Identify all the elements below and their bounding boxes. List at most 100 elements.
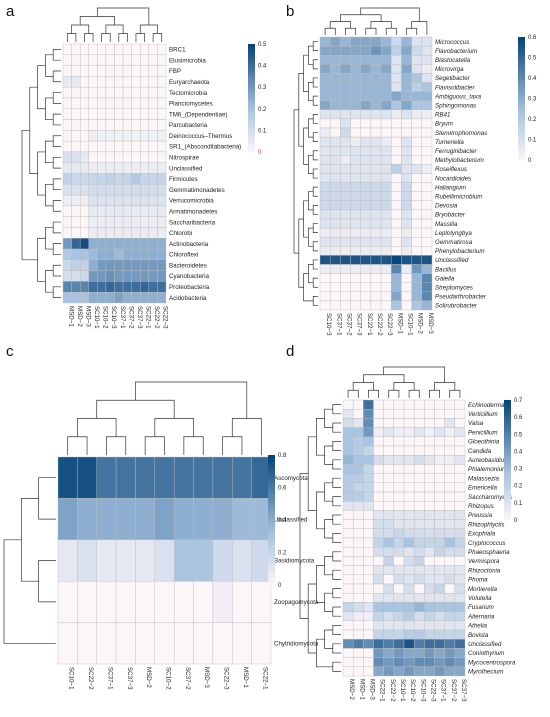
heatmap-cell: [444, 399, 456, 410]
heatmap-cell: [363, 666, 374, 677]
colorbar-segment: [268, 546, 275, 550]
heatmap-cell: [383, 648, 395, 658]
heatmap-cell: [97, 97, 107, 109]
column-dendrogram-branch: [154, 418, 194, 437]
column-dendrogram-branch: [360, 7, 420, 22]
colorbar-segment: [518, 89, 525, 93]
heatmap-cell: [148, 238, 158, 250]
heatmap-cell: [88, 140, 98, 153]
heatmap-cell: [148, 151, 158, 163]
heatmap-cell: [352, 501, 364, 511]
heatmap-cell: [342, 427, 354, 438]
heatmap-cell: [403, 418, 415, 428]
heatmap-cell: [71, 119, 81, 131]
colorbar-tick: 0.6: [528, 35, 537, 41]
heatmap-cell: [380, 191, 392, 201]
row-dendrogram-branch: [312, 186, 318, 197]
row-dendrogram-branch: [45, 270, 54, 293]
row-label: Chlorobi: [169, 230, 192, 237]
heatmap-cell: [380, 291, 392, 302]
heatmap-cell: [421, 73, 433, 83]
heatmap-cell: [148, 65, 158, 77]
heatmap-cell: [363, 528, 374, 539]
heatmap-cell: [122, 130, 132, 142]
heatmap-cell: [434, 510, 445, 520]
heatmap-cell: [122, 140, 132, 153]
row-dendrogram-branch: [324, 592, 333, 612]
row-label: Microvirga: [435, 66, 464, 73]
heatmap-cell: [62, 238, 72, 250]
colorbar-segment: [504, 487, 511, 491]
row-label: RB41: [435, 112, 450, 119]
heatmap-cell: [370, 255, 382, 265]
heatmap-cell: [319, 264, 331, 274]
heatmap-cell: [71, 97, 81, 109]
row-dendrogram-branch: [324, 408, 333, 428]
heatmap-cell: [88, 173, 98, 185]
heatmap-cell: [401, 145, 412, 156]
colorbar-segment: [268, 507, 275, 511]
heatmap-cell: [88, 151, 98, 163]
heatmap-cell: [97, 162, 107, 174]
heatmap-cell: [131, 205, 141, 217]
heatmap-cell: [96, 581, 117, 623]
heatmap-cell: [401, 36, 412, 47]
heatmap-cell: [444, 629, 456, 640]
heatmap-cell: [350, 109, 361, 120]
column-dendrogram-branch: [135, 381, 248, 419]
column-label: SC37−3: [126, 667, 133, 690]
colorbar-segment: [268, 500, 275, 505]
heatmap-cell: [350, 182, 361, 192]
heatmap-cell: [212, 456, 233, 499]
heatmap-cell: [105, 281, 115, 293]
heatmap-cell: [114, 248, 124, 261]
heatmap-cell: [363, 491, 374, 502]
heatmap-cell: [157, 65, 167, 77]
heatmap-cell: [350, 136, 361, 147]
heatmap-cell: [360, 182, 372, 192]
heatmap-cell: [140, 151, 150, 163]
heatmap-cell: [131, 238, 141, 250]
heatmap-cell: [373, 455, 384, 465]
heatmap-cell: [350, 36, 361, 47]
heatmap-cell: [97, 43, 107, 55]
colorbar-tick: 0.2: [528, 117, 537, 123]
colorbar-segment: [504, 421, 511, 425]
heatmap-cell: [363, 593, 374, 603]
heatmap-cell: [62, 194, 72, 207]
heatmap-cell: [62, 270, 72, 282]
heatmap-cell: [421, 118, 433, 129]
colorbar-segment: [248, 149, 255, 153]
heatmap-cell: [329, 64, 341, 74]
colorbar-tick: 0: [278, 583, 282, 589]
column-label: SC37−2: [184, 667, 191, 690]
heatmap-cell: [329, 55, 341, 65]
row-label: Flavobacterium: [435, 48, 477, 55]
heatmap-cell: [363, 455, 374, 465]
heatmap-cell: [391, 282, 402, 293]
heatmap-cell: [454, 399, 466, 410]
heatmap-cell: [79, 194, 89, 207]
row-label: Devosia: [435, 203, 458, 210]
heatmap-cell: [71, 140, 81, 153]
heatmap-cell: [391, 145, 402, 156]
heatmap-cell: [421, 64, 433, 74]
heatmap-cell: [363, 427, 374, 438]
colorbar-segment: [248, 108, 255, 112]
heatmap-cell: [444, 519, 456, 529]
heatmap-cell: [62, 205, 72, 217]
heatmap-cell: [401, 155, 412, 165]
colorbar-segment: [504, 427, 511, 431]
heatmap-cell: [363, 620, 374, 631]
column-dendrogram-branch: [385, 27, 397, 35]
heatmap-cell: [454, 648, 466, 658]
heatmap-cell: [342, 611, 354, 621]
heatmap-cell: [383, 436, 395, 447]
heatmap-cell: [79, 216, 89, 228]
colorbar-segment: [248, 60, 255, 64]
colorbar-tick: 0.2: [278, 551, 287, 557]
heatmap-cell: [401, 173, 412, 183]
heatmap-cell: [148, 76, 158, 88]
heatmap-cell: [193, 498, 214, 540]
heatmap-cell: [62, 151, 72, 163]
